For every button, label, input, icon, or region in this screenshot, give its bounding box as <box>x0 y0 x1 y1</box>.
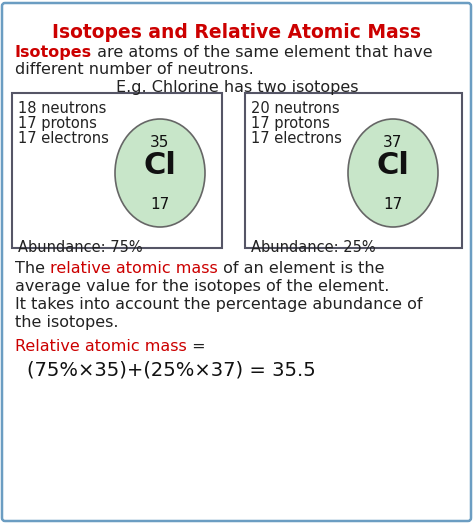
FancyBboxPatch shape <box>12 93 222 248</box>
Text: Abundance: 25%: Abundance: 25% <box>251 240 375 255</box>
FancyBboxPatch shape <box>2 3 471 521</box>
Ellipse shape <box>115 119 205 227</box>
Text: are atoms of the same element that have: are atoms of the same element that have <box>92 45 433 60</box>
Text: different number of neutrons.: different number of neutrons. <box>15 62 254 77</box>
Text: The: The <box>15 261 50 276</box>
Text: 18 neutrons: 18 neutrons <box>18 101 106 116</box>
Text: Isotopes and Relative Atomic Mass: Isotopes and Relative Atomic Mass <box>53 23 421 42</box>
Ellipse shape <box>348 119 438 227</box>
Text: E.g. Chlorine has two isotopes: E.g. Chlorine has two isotopes <box>116 80 358 95</box>
Text: the isotopes.: the isotopes. <box>15 315 118 330</box>
Text: Relative atomic mass: Relative atomic mass <box>15 339 187 354</box>
Text: 35: 35 <box>150 135 170 150</box>
Text: Abundance: 75%: Abundance: 75% <box>18 240 143 255</box>
Text: (75%×35)+(25%×37) = 35.5: (75%×35)+(25%×37) = 35.5 <box>27 361 316 380</box>
Text: 37: 37 <box>383 135 403 150</box>
Text: Cl: Cl <box>144 151 176 179</box>
Text: 17: 17 <box>150 197 170 212</box>
Text: 17 protons: 17 protons <box>251 116 330 131</box>
Text: of an element is the: of an element is the <box>218 261 384 276</box>
Text: 17 electrons: 17 electrons <box>18 131 109 146</box>
Text: 17 protons: 17 protons <box>18 116 97 131</box>
Text: average value for the isotopes of the element.: average value for the isotopes of the el… <box>15 279 389 294</box>
Text: Cl: Cl <box>376 151 410 179</box>
Text: 20 neutrons: 20 neutrons <box>251 101 340 116</box>
Text: 17: 17 <box>383 197 402 212</box>
Text: relative atomic mass: relative atomic mass <box>50 261 218 276</box>
Text: 17 electrons: 17 electrons <box>251 131 342 146</box>
Text: Isotopes: Isotopes <box>15 45 92 60</box>
Text: It takes into account the percentage abundance of: It takes into account the percentage abu… <box>15 297 422 312</box>
Text: =: = <box>187 339 205 354</box>
FancyBboxPatch shape <box>245 93 462 248</box>
